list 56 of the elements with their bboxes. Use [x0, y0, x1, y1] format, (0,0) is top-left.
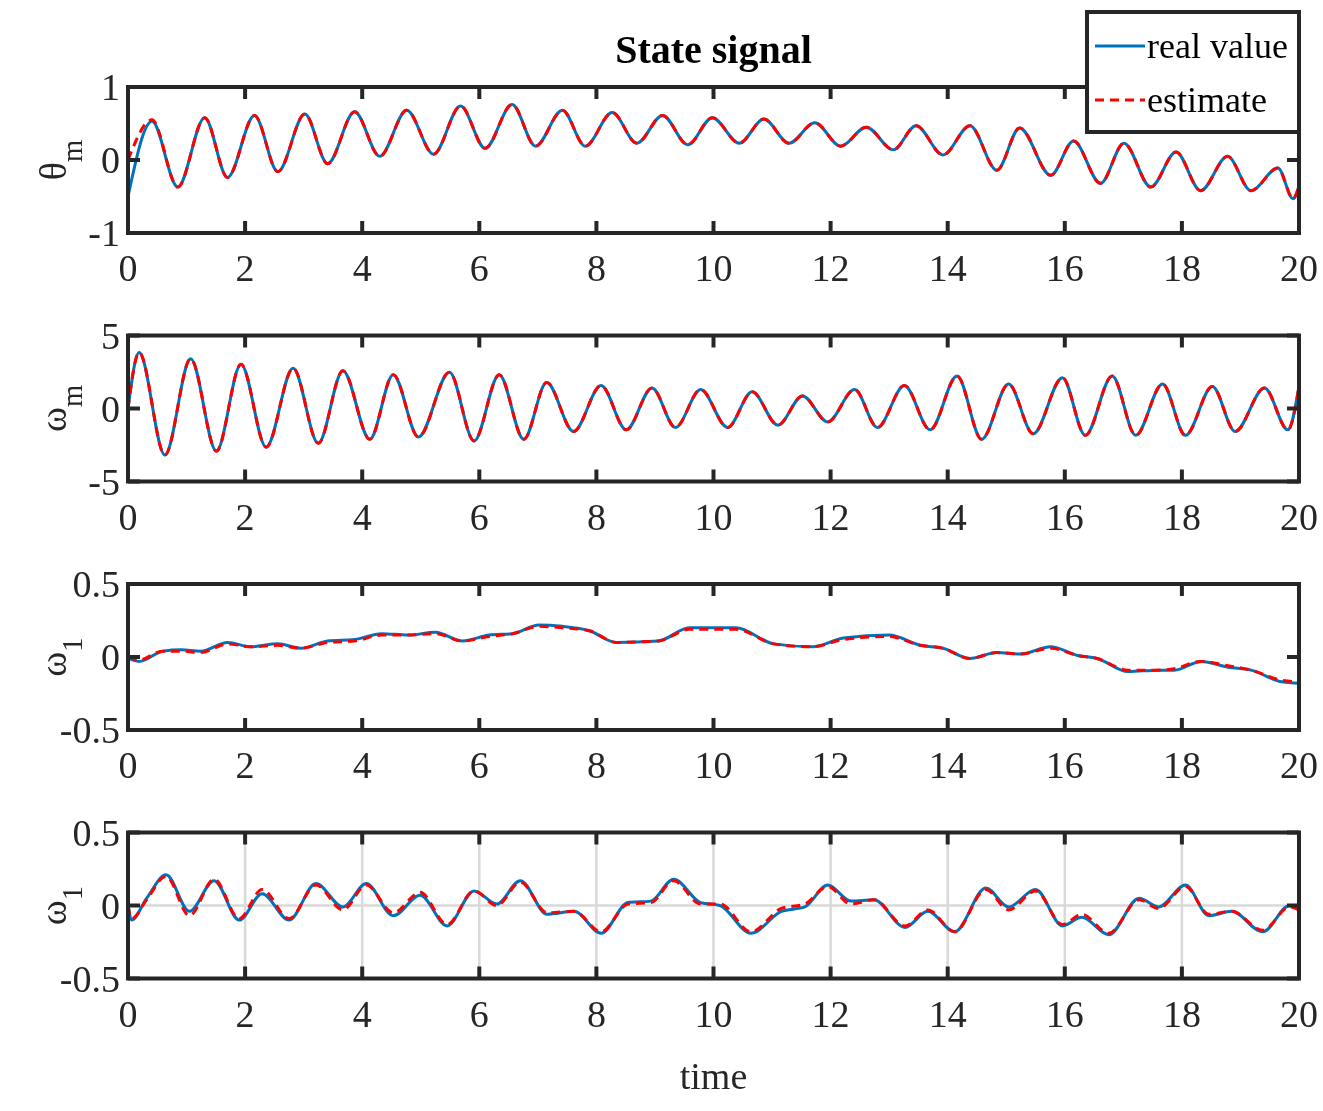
y-tick-label: 0: [101, 139, 120, 181]
y-tick-label: -0.5: [59, 709, 120, 751]
x-tick-label: 12: [811, 992, 850, 1035]
chart-title: State signal: [615, 27, 812, 72]
x-tick-label: 8: [586, 495, 606, 538]
x-tick-label: 8: [586, 247, 606, 289]
x-tick-label: 14: [928, 247, 967, 289]
x-tick-label: 16: [1045, 992, 1084, 1035]
x-tick-label: 10: [694, 247, 733, 289]
x-tick-label: 10: [694, 992, 733, 1035]
x-tick-label: 6: [469, 992, 489, 1035]
x-tick-label: 18: [1162, 992, 1201, 1035]
legend-label: real value: [1147, 26, 1288, 66]
x-axis-title: time: [679, 1054, 748, 1097]
x-tick-label: 10: [694, 744, 733, 786]
x-tick-label: 20: [1280, 744, 1318, 786]
y-tick-label: -1: [88, 212, 120, 254]
y-tick-label: 0.5: [72, 563, 120, 605]
x-tick-label: 20: [1280, 247, 1318, 289]
y-tick-label: -5: [88, 460, 120, 503]
x-tick-label: 4: [352, 247, 372, 289]
x-tick-label: 8: [586, 744, 606, 786]
legend-label: estimate: [1147, 80, 1267, 120]
y-tick-label: 0: [101, 884, 120, 927]
x-tick-label: 6: [469, 247, 489, 289]
y-tick-label: -0.5: [59, 957, 120, 1000]
y-tick-label: 0: [101, 636, 120, 678]
x-tick-label: 14: [928, 495, 967, 538]
x-tick-label: 12: [811, 495, 850, 538]
y-tick-label: 0: [101, 387, 120, 430]
x-tick-label: 10: [694, 495, 733, 538]
x-tick-label: 20: [1280, 992, 1318, 1035]
x-tick-label: 4: [352, 992, 372, 1035]
x-tick-label: 2: [235, 992, 255, 1035]
x-tick-label: 2: [235, 495, 255, 538]
y-tick-label: 0.5: [72, 811, 120, 854]
x-tick-label: 18: [1162, 495, 1201, 538]
x-tick-label: 16: [1045, 247, 1084, 289]
x-tick-label: 2: [235, 247, 255, 289]
y-tick-label: 1: [101, 66, 120, 108]
x-tick-label: 4: [352, 744, 372, 786]
x-tick-label: 2: [235, 744, 255, 786]
x-tick-label: 6: [469, 744, 489, 786]
x-tick-label: 20: [1280, 495, 1318, 538]
x-tick-label: 18: [1162, 247, 1201, 289]
y-tick-label: 5: [101, 314, 120, 357]
x-tick-label: 12: [811, 247, 850, 289]
x-tick-label: 16: [1045, 744, 1084, 786]
x-tick-label: 16: [1045, 495, 1084, 538]
x-tick-label: 14: [928, 992, 967, 1035]
x-tick-label: 8: [586, 992, 606, 1035]
x-tick-label: 18: [1162, 744, 1201, 786]
x-tick-label: 14: [928, 744, 967, 786]
x-tick-label: 4: [352, 495, 372, 538]
x-tick-label: 6: [469, 495, 489, 538]
x-tick-label: 12: [811, 744, 850, 786]
